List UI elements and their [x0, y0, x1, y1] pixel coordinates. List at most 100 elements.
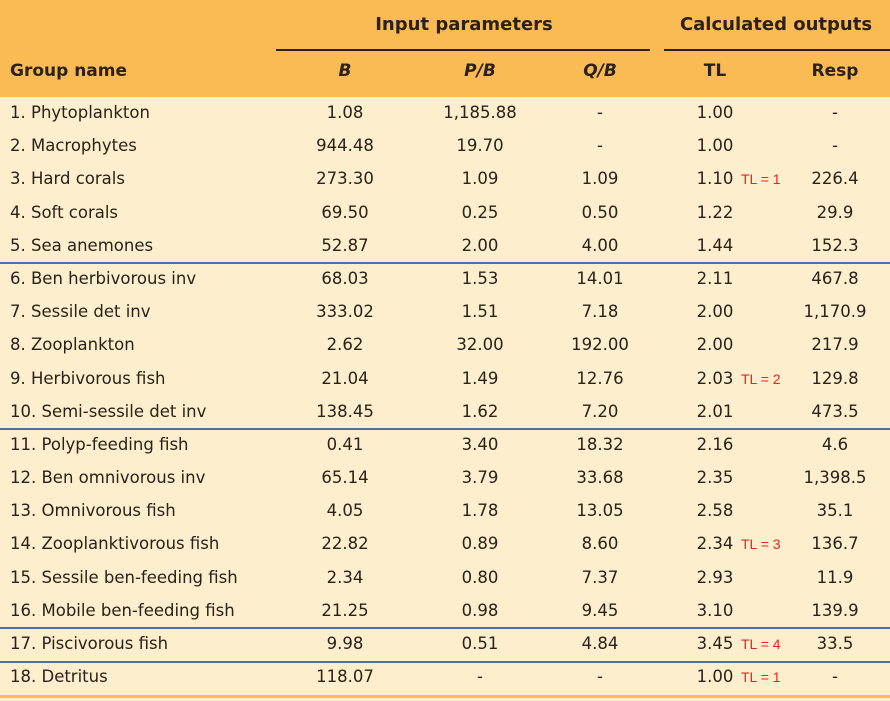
table-row: 15. Sessile ben-feeding fish 2.34 0.80 7.37…: [0, 562, 890, 595]
table-row: 8. Zooplankton 2.62 32.00 192.00 2.00 217.9: [0, 329, 890, 362]
row-qb: 4.00: [581, 235, 619, 255]
row-tl: 1.00: [696, 667, 734, 687]
row-tl: 2.11: [696, 268, 734, 288]
table-row: 12. Ben omnivorous inv 65.14 3.79 33.68 2.35…: [0, 462, 890, 495]
col-header-pb: P/B: [464, 61, 496, 81]
row-b: 22.82: [321, 534, 369, 554]
row-qb: -: [597, 103, 603, 122]
row-qb: 12.76: [576, 368, 624, 388]
row-name: 6. Ben herbivorous inv: [10, 268, 197, 288]
row-resp: 4.6: [821, 434, 849, 454]
row-b: 68.03: [321, 268, 369, 288]
row-qb: 18.32: [576, 434, 624, 454]
table-row: 13. Omnivorous fish 4.05 1.78 13.05 2.58 35.1: [0, 495, 890, 528]
row-name: 18. Detritus: [10, 667, 108, 687]
row-b: 1.08: [326, 103, 364, 122]
table-body: 1. Phytoplankton 1.08 1,185.88-1.00-2. Mac…: [0, 97, 890, 694]
row-qb: 13.05: [576, 501, 624, 521]
row-tl: 2.00: [696, 302, 734, 322]
row-pb: 1.09: [461, 169, 499, 189]
row-tl: 1.10: [696, 169, 734, 189]
row-tl: 3.45: [696, 634, 734, 653]
row-pb: 0.80: [461, 567, 499, 587]
table-row: 17. Piscivorous fish 9.98 0.51 4.84 3.45 33.5…: [0, 628, 890, 661]
row-b: 2.34: [326, 567, 364, 587]
row-pb: 1.53: [461, 268, 499, 288]
row-b: 65.14: [321, 468, 369, 488]
table-row: 4. Soft corals 69.50 0.25 0.50 1.22 29.9: [0, 197, 890, 230]
input-parameters-heading: Input parameters: [375, 14, 553, 35]
separator-tl1-tl2: [0, 262, 890, 264]
row-qb: 14.01: [576, 268, 624, 288]
row-qb: -: [597, 136, 603, 156]
row-name: 13. Omnivorous fish: [10, 501, 176, 521]
row-pb: 1.62: [461, 401, 499, 421]
row-b: 118.07: [316, 667, 374, 687]
row-tl: 1.44: [696, 235, 734, 255]
table-row: 16. Mobile ben-feeding fish 21.25 0.98 9.45…: [0, 595, 890, 628]
row-pb: 19.70: [456, 136, 504, 156]
row-pb: 1.49: [461, 368, 499, 388]
trophic-level-annotation: TL = 1: [741, 171, 781, 188]
row-tl: 2.93: [696, 567, 734, 587]
separator-tl2-tl3: [0, 428, 890, 430]
row-qb: 192.00: [571, 335, 629, 355]
row-name: 1. Phytoplankton: [10, 103, 150, 122]
row-name: 4. Soft corals: [10, 202, 119, 222]
row-tl: 2.00: [696, 335, 734, 355]
row-b: 4.05: [326, 501, 364, 521]
table-row: 10. Semi-sessile det inv 138.45 1.62 7.20 2.…: [0, 396, 890, 429]
row-b: 273.30: [316, 169, 374, 189]
row-qb: 1.09: [581, 169, 619, 189]
row-pb: 3.79: [461, 468, 499, 488]
row-name: 7. Sessile det inv: [10, 302, 151, 322]
trophic-level-annotation: TL = 3: [741, 536, 781, 553]
row-name: 2. Macrophytes: [10, 136, 137, 156]
calculated-outputs-heading: Calculated outputs: [679, 14, 873, 35]
row-b: 9.98: [326, 634, 364, 653]
row-pb: 32.00: [456, 335, 504, 355]
row-pb: 1.51: [461, 302, 499, 322]
row-name: 16. Mobile ben-feeding fish: [10, 600, 235, 620]
row-tl: 2.16: [696, 434, 734, 454]
col-header-resp: Resp: [811, 61, 859, 81]
row-resp: 1,170.9: [803, 302, 867, 322]
row-name: 15. Sessile ben-feeding fish: [10, 567, 238, 587]
row-name: 9. Herbivorous fish: [10, 368, 166, 388]
row-b: 333.02: [316, 302, 374, 322]
row-pb: 3.40: [461, 434, 499, 454]
row-pb: 0.51: [461, 634, 499, 653]
row-resp: 467.8: [811, 268, 859, 288]
row-name: 17. Piscivorous fish: [10, 634, 169, 653]
row-tl: 2.01: [696, 401, 734, 421]
input-parameters-rule: [276, 49, 650, 51]
row-b: 69.50: [321, 202, 369, 222]
row-pb: -: [477, 667, 483, 687]
row-b: 944.48: [316, 136, 374, 156]
row-pb: 1.78: [461, 501, 499, 521]
row-resp: 35.1: [816, 501, 854, 521]
row-resp: 33.5: [816, 634, 854, 653]
row-tl: 2.35: [696, 468, 734, 488]
row-b: 21.25: [321, 600, 369, 620]
table-bottom-rule: [0, 695, 890, 698]
row-qb: 33.68: [576, 468, 624, 488]
row-pb: 0.98: [461, 600, 499, 620]
row-b: 2.62: [326, 335, 364, 355]
row-resp: 473.5: [811, 401, 859, 421]
row-b: 21.04: [321, 368, 369, 388]
row-resp: 129.8: [811, 368, 859, 388]
row-resp: 1,398.5: [803, 468, 867, 488]
row-tl: 3.10: [696, 600, 734, 620]
col-header-name: Group name: [10, 61, 128, 81]
row-name: 5. Sea anemones: [10, 235, 154, 255]
separator-detritus: [0, 661, 890, 663]
row-name: 3. Hard corals: [10, 169, 125, 189]
trophic-level-annotation: TL = 2: [741, 370, 781, 387]
row-qb: 7.37: [581, 567, 619, 587]
row-tl: 1.00: [696, 136, 734, 156]
col-header-qb: Q/B: [583, 61, 617, 81]
row-name: 14. Zooplanktivorous fish: [10, 534, 220, 554]
col-header-tl: TL: [703, 61, 727, 81]
